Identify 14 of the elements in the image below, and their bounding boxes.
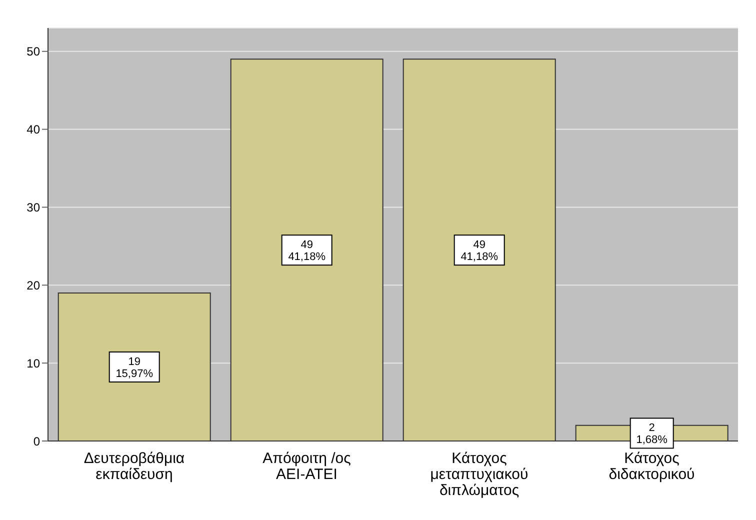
data-label: 49 41,18%: [460, 239, 498, 264]
y-tick-label: 40: [26, 122, 40, 137]
x-tick-label: Κάτοχος μεταπτυχιακού διπλώματος: [430, 450, 528, 499]
x-tick-label: Δευτεροβάθμια εκπαίδευση: [84, 450, 185, 483]
x-tick-label: Κάτοχος διδακτορικού: [608, 450, 695, 483]
y-tick-label: 0: [33, 434, 40, 448]
y-tick-label: 50: [26, 44, 40, 59]
y-tick-label: 20: [26, 278, 40, 292]
y-tick-label: 30: [26, 200, 40, 214]
x-tick-label: Απόφοιτη /ος ΑΕΙ-ΑΤΕΙ: [262, 450, 351, 483]
data-label: 49 41,18%: [288, 239, 326, 264]
data-label: 19 15,97%: [116, 356, 154, 380]
data-label: 2 1,68%: [636, 422, 668, 446]
y-tick-label: 10: [26, 356, 40, 370]
